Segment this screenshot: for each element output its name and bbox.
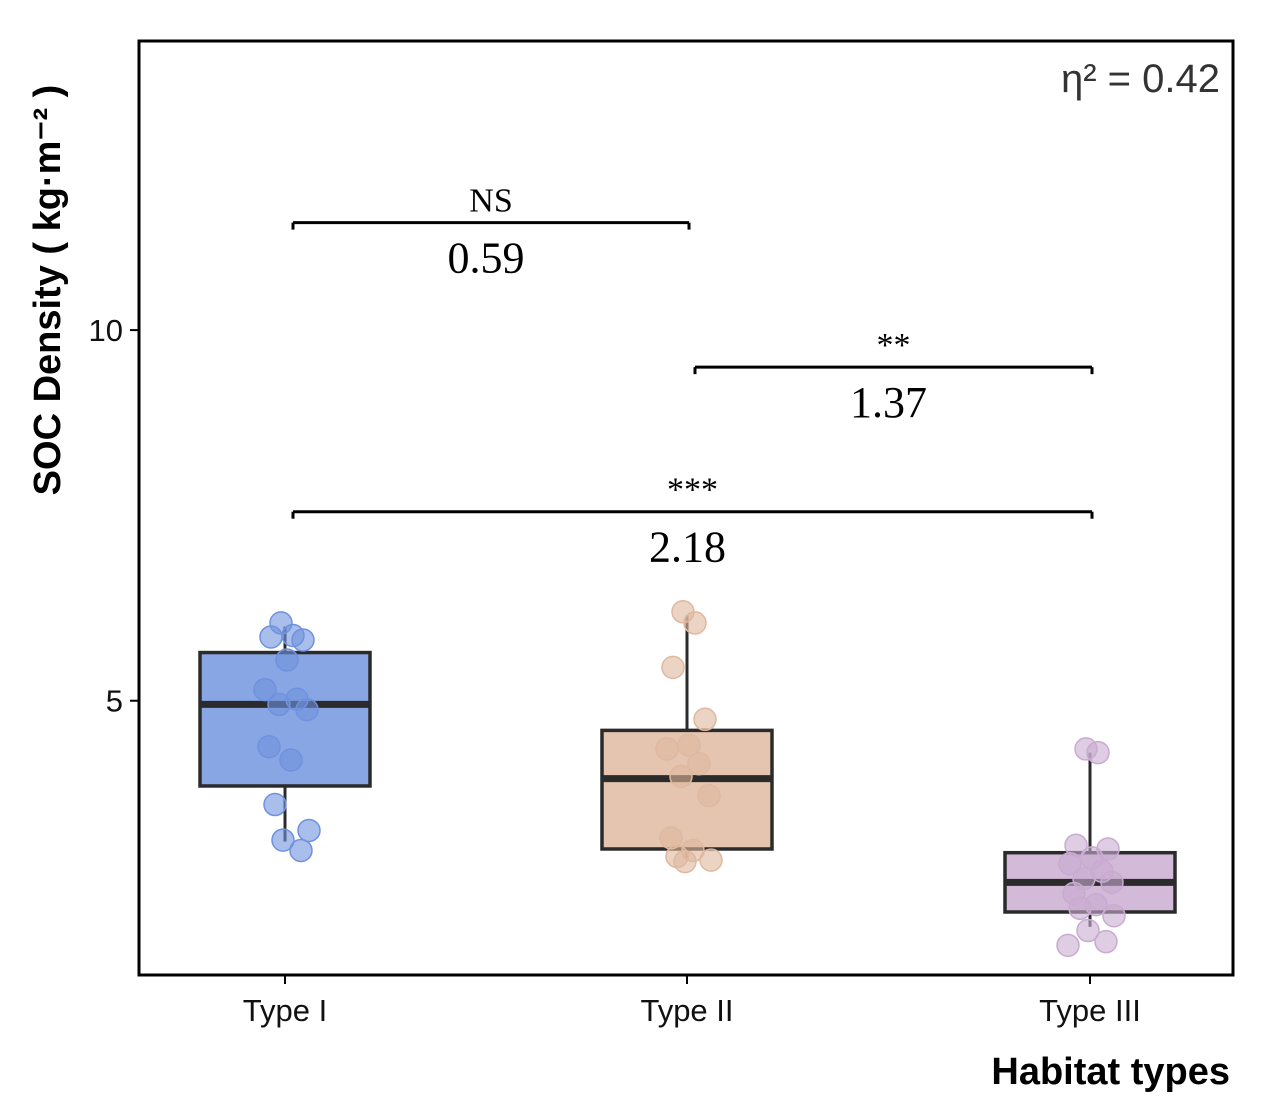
data-point — [289, 838, 313, 863]
data-point — [271, 828, 295, 852]
data-point — [257, 734, 281, 759]
data-point — [1076, 918, 1100, 943]
data-point — [275, 648, 299, 672]
x-tick-label: Type III — [1039, 993, 1141, 1028]
data-point — [291, 628, 315, 652]
x-tick-label: Type I — [243, 993, 327, 1028]
y-tick-label: 5 — [106, 684, 123, 719]
difference-label: 1.37 — [850, 378, 927, 427]
data-point — [673, 849, 697, 874]
data-point — [699, 848, 723, 872]
points-layer — [253, 600, 1126, 958]
data-point — [687, 751, 711, 776]
axes-layer: 5 10 Type I Type II Type III — [89, 313, 1141, 1028]
comparison-layer: NS 0.59 ** 1.37 *** 2.18 — [291, 183, 1094, 572]
data-point — [267, 692, 291, 717]
data-point — [1100, 870, 1124, 895]
significance-label: ** — [877, 327, 911, 364]
data-point — [697, 783, 721, 808]
data-point — [297, 818, 321, 843]
data-point — [263, 792, 287, 817]
data-point — [253, 677, 277, 702]
x-tick-label: Type II — [640, 993, 733, 1028]
effect-size-label: η² = 0.42 — [1061, 57, 1220, 101]
y-axis-title: SOC Density ( kg·m⁻² ) — [27, 85, 69, 496]
data-point — [683, 611, 707, 635]
data-point — [1102, 903, 1126, 928]
data-point — [1058, 852, 1082, 876]
data-point — [669, 764, 693, 789]
x-axis-title: Habitat types — [991, 1051, 1230, 1093]
data-point — [295, 697, 319, 722]
difference-label: 2.18 — [649, 523, 726, 572]
difference-label: 0.59 — [448, 234, 525, 283]
significance-label: NS — [469, 183, 512, 220]
data-point — [1056, 933, 1080, 958]
data-point — [655, 737, 679, 761]
data-point — [259, 625, 283, 649]
data-point — [693, 707, 717, 732]
significance-label: *** — [667, 472, 718, 509]
data-point — [1094, 929, 1118, 954]
data-point — [1068, 896, 1092, 921]
data-point — [661, 655, 685, 680]
y-tick-label: 10 — [89, 313, 123, 348]
data-point — [1086, 740, 1110, 765]
data-point — [279, 748, 303, 772]
